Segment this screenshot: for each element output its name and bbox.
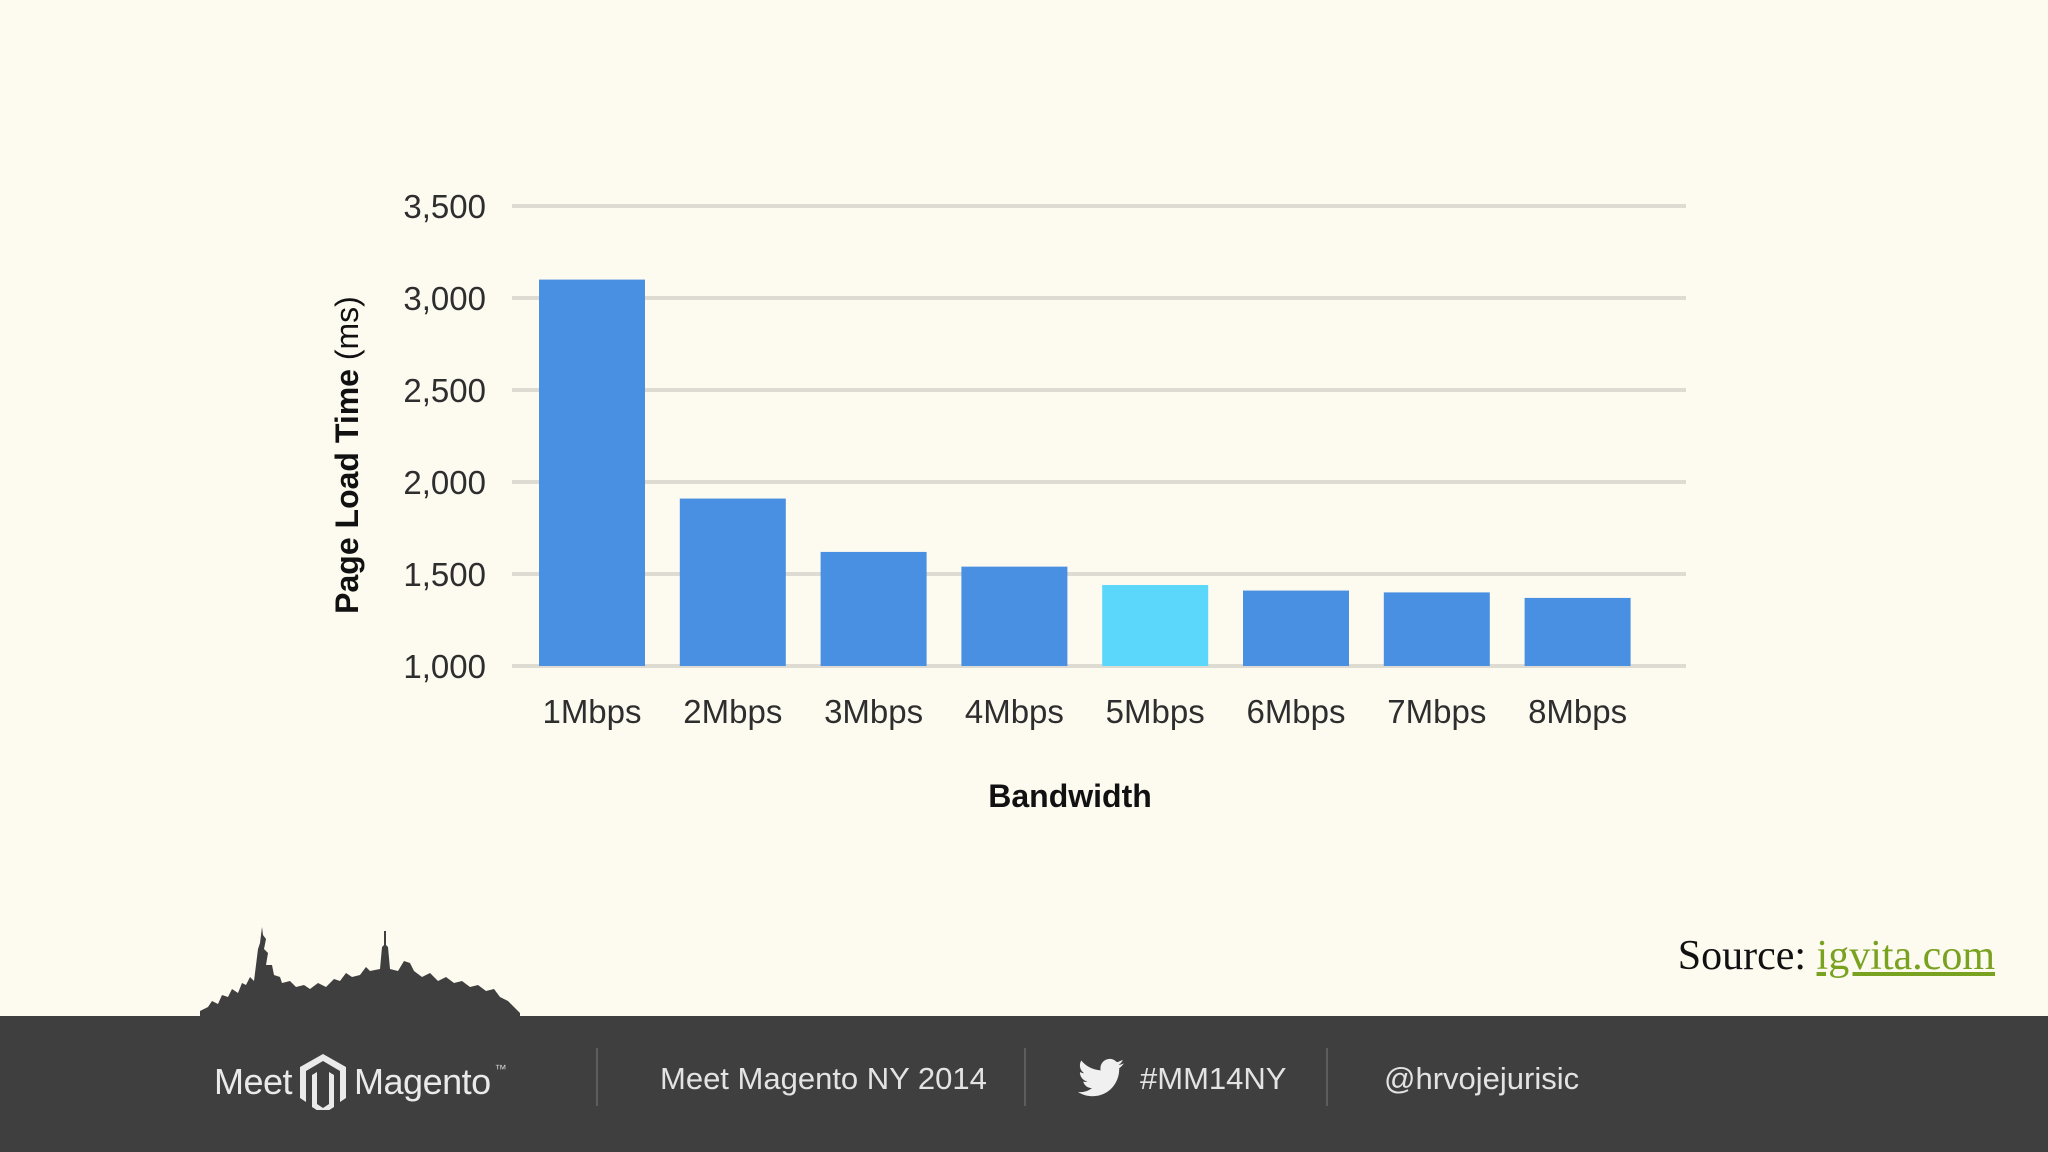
bar-chart: 1,000 1,500 2,000 2,500 3,000 3,500 1Mbps 2Mbp…: [329, 188, 1686, 814]
bars: [539, 279, 1631, 666]
bar-3mbps: [820, 551, 927, 666]
event-name: Meet Magento NY 2014: [660, 1061, 987, 1096]
x-tick-label: 3Mbps: [824, 693, 923, 730]
x-tick-label: 6Mbps: [1246, 693, 1345, 730]
x-tick-label: 2Mbps: [683, 693, 782, 730]
footer-divider: [1326, 1048, 1328, 1106]
logo-word-meet: Meet: [214, 1061, 293, 1102]
x-tick-label: 5Mbps: [1106, 693, 1205, 730]
y-tick-label: 1,000: [403, 648, 486, 685]
hashtag: #MM14NY: [1140, 1061, 1287, 1096]
x-tick-label: 4Mbps: [965, 693, 1064, 730]
y-tick-label: 3,500: [403, 188, 486, 225]
source-label: Source:: [1677, 933, 1807, 979]
y-tick-label: 1,500: [403, 556, 486, 593]
twitter-handle: @hrvojejurisic: [1384, 1061, 1580, 1096]
bar-2mbps: [679, 498, 786, 666]
x-tick-label: 1Mbps: [542, 693, 641, 730]
bar-5mbps: [1102, 585, 1209, 666]
meet-magento-logo: Meet Magento ™: [214, 1048, 507, 1116]
footer-divider: [596, 1048, 598, 1106]
bar-6mbps: [1243, 590, 1349, 666]
x-category-labels: 1Mbps 2Mbps 3Mbps 4Mbps 5Mbps 6Mbps 7Mbps 8Mbps: [542, 693, 1627, 730]
y-axis-title-unit: (ms): [329, 296, 365, 369]
twitter-icon: [1078, 1058, 1124, 1097]
bar-8mbps: [1524, 597, 1631, 666]
y-tick-label: 3,000: [403, 280, 486, 317]
footer-divider: [1024, 1048, 1026, 1106]
x-tick-label: 8Mbps: [1528, 693, 1627, 730]
x-tick-label: 7Mbps: [1387, 693, 1486, 730]
magento-icon: [300, 1054, 347, 1110]
logo-word-magento: Magento: [354, 1061, 491, 1102]
y-axis-title-main: Page Load Time: [329, 369, 365, 614]
y-axis-title: Page Load Time (ms): [329, 296, 365, 614]
source-link[interactable]: igvita.com: [1816, 933, 1995, 979]
y-tick-labels: 1,000 1,500 2,000 2,500 3,000 3,500: [403, 188, 486, 685]
y-tick-label: 2,500: [403, 372, 486, 409]
skyline-image: [200, 927, 520, 1020]
bar-4mbps: [961, 566, 1068, 666]
footer-bar: Meet Magento ™ Meet Magento NY 2014 #MM1…: [0, 1016, 2048, 1152]
y-tick-label: 2,000: [403, 464, 486, 501]
bar-7mbps: [1383, 592, 1490, 666]
x-axis-title: Bandwidth: [988, 778, 1152, 814]
source-citation: Source: igvita.com: [1678, 932, 1995, 980]
bar-1mbps: [539, 279, 645, 666]
logo-trademark: ™: [494, 1062, 507, 1076]
